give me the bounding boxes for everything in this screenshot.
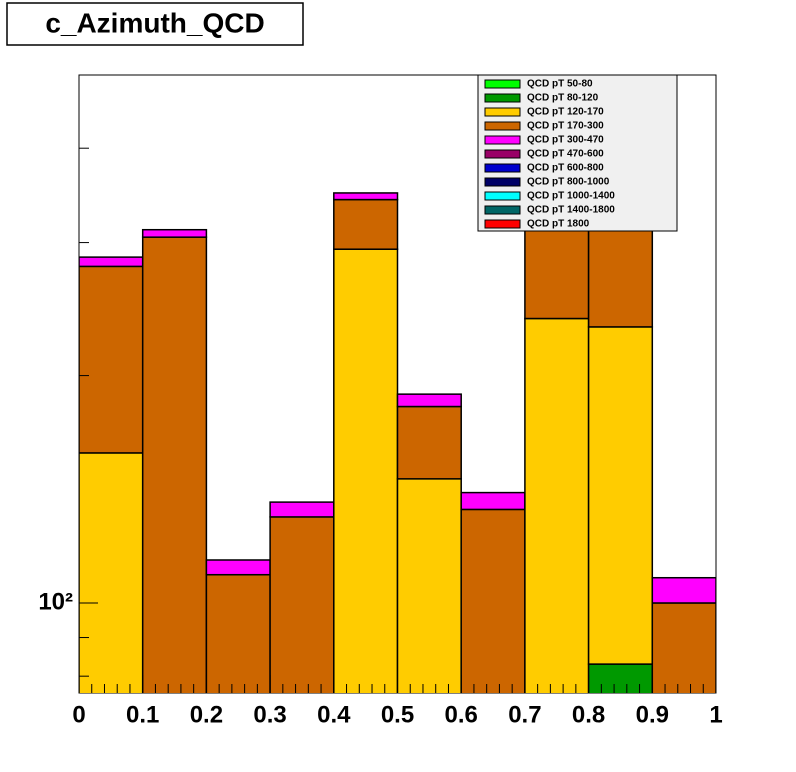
legend-label: QCD pT 470-600	[527, 149, 604, 160]
histogram-bar	[79, 452, 144, 693]
x-tick-label: 0	[72, 701, 85, 728]
histogram-bar	[333, 248, 399, 693]
x-tick-label: 0.6	[445, 701, 478, 728]
legend-swatch	[484, 191, 521, 201]
histogram	[79, 125, 716, 693]
x-tick-label: 0.9	[636, 701, 669, 728]
histogram-bar	[79, 256, 144, 268]
x-tick-label: 0.5	[381, 701, 414, 728]
chart-title: c_Azimuth_QCD	[45, 7, 264, 38]
legend-label: QCD pT 1800	[527, 219, 590, 230]
legend-swatch	[484, 177, 521, 187]
histogram-bar	[396, 478, 462, 693]
legend-swatch	[484, 107, 521, 117]
histogram-bar	[205, 573, 271, 693]
histogram-bar	[333, 192, 399, 201]
histogram-bar	[141, 236, 208, 693]
y-tick-label: 10²	[38, 588, 73, 615]
histogram-bar	[651, 576, 716, 604]
x-tick-label: 0.8	[572, 701, 605, 728]
legend-swatch	[484, 79, 521, 89]
histogram-bar	[524, 317, 590, 693]
histogram-bar	[587, 326, 654, 665]
legend-swatch	[484, 219, 521, 229]
histogram-bar	[587, 663, 654, 693]
histogram-bar	[651, 602, 716, 693]
legend-label: QCD pT 80-120	[527, 93, 599, 104]
legend-label: QCD pT 50-80	[527, 79, 593, 90]
histogram-bar	[141, 228, 208, 238]
histogram-bar	[269, 516, 335, 693]
x-tick-label: 0.7	[508, 701, 541, 728]
histogram-bar	[396, 405, 462, 480]
histogram-bar	[269, 501, 335, 518]
legend-label: QCD pT 300-470	[527, 135, 604, 146]
legend-swatch	[484, 93, 521, 103]
histogram-bar	[396, 393, 462, 408]
legend-label: QCD pT 170-300	[527, 121, 604, 132]
histogram-bar	[460, 491, 526, 511]
legend-swatch	[484, 121, 521, 131]
legend-swatch	[484, 135, 521, 145]
legend-swatch	[484, 149, 521, 159]
title-box	[6, 2, 304, 46]
legend-label: QCD pT 1400-1800	[527, 205, 615, 216]
legend-label: QCD pT 120-170	[527, 107, 604, 118]
histogram-bar	[205, 559, 271, 576]
x-tick-label: 1	[709, 701, 722, 728]
legend-label: QCD pT 800-1000	[527, 177, 610, 188]
histogram-bar	[460, 508, 526, 693]
axes: 0 0.1 0.2 0.3 0.4 0.5 0.6 0.7 0.8 0.9 1 10²	[38, 147, 723, 728]
x-tick-label: 0.4	[317, 701, 351, 728]
legend-swatch	[484, 163, 521, 173]
legend: QCD pT 50-80 QCD pT 80-120 QCD pT 120-170 Q…	[477, 74, 678, 232]
legend-swatch	[484, 205, 521, 215]
x-tick-label: 0.3	[253, 701, 286, 728]
histogram-bar	[333, 198, 399, 250]
legend-label: QCD pT 600-800	[527, 163, 604, 174]
x-tick-label: 0.1	[126, 701, 159, 728]
x-tick-label: 0.2	[190, 701, 223, 728]
legend-label: QCD pT 1000-1400	[527, 191, 615, 202]
histogram-bar	[79, 265, 144, 454]
